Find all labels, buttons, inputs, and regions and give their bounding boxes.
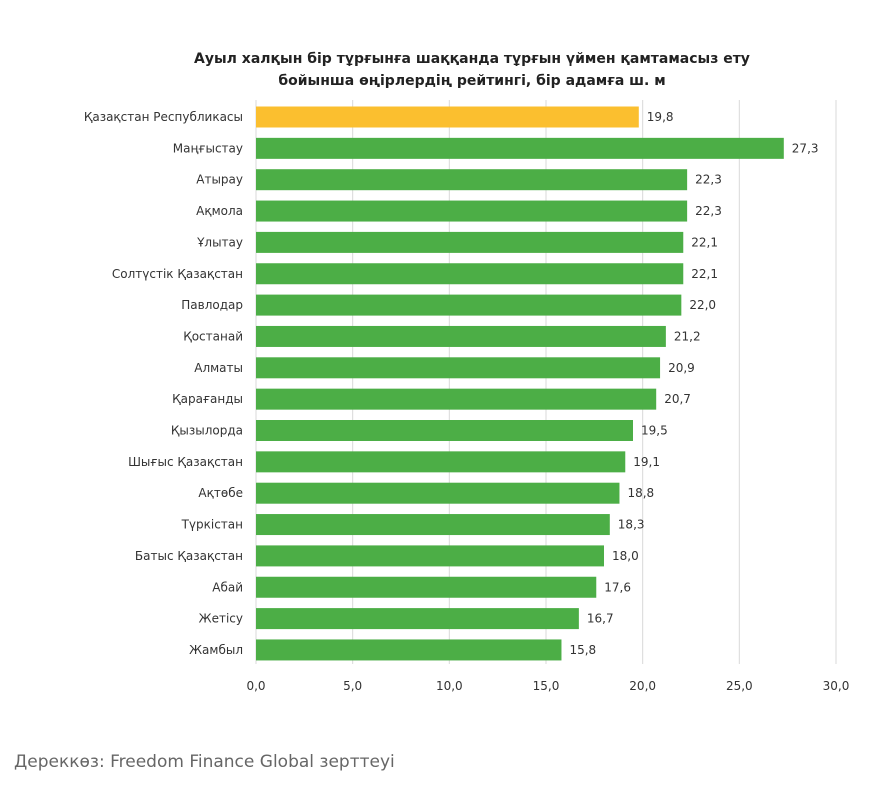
value-label: 18,8 [627, 486, 654, 500]
value-label: 22,3 [695, 204, 722, 218]
x-axis-ticks: 0,0 5,0 10,0 15,0 20,0 25,0 30,0 [246, 679, 849, 693]
bar [256, 200, 688, 222]
category-label: Қарағанды [172, 392, 243, 406]
category-label: Солтүстік Қазақстан [112, 267, 243, 281]
source-note: Дереккөз: Freedom Finance Global зерттеу… [14, 752, 395, 772]
bar [256, 357, 661, 379]
bars [256, 106, 784, 661]
chart-title: Ауыл халқын бір тұрғынға шаққанда тұрғын… [194, 51, 750, 89]
bar [256, 231, 684, 253]
category-label: Жамбыл [189, 643, 243, 657]
bar [256, 420, 633, 441]
category-label: Жетісу [199, 612, 243, 626]
bar [256, 325, 666, 347]
x-tick-label: 25,0 [726, 679, 753, 693]
chart-title-line-1: Ауыл халқын бір тұрғынға шаққанда тұрғын… [194, 51, 750, 67]
value-label: 27,3 [792, 141, 819, 155]
bar [256, 514, 610, 536]
bar [256, 639, 562, 661]
value-label: 22,3 [695, 173, 722, 187]
bar [256, 294, 682, 316]
value-label: 18,0 [612, 549, 639, 563]
category-label: Павлодар [181, 298, 243, 312]
x-tick-label: 15,0 [533, 679, 560, 693]
x-tick-label: 5,0 [343, 679, 362, 693]
bar [256, 451, 626, 473]
category-label: Қазақстан Республикасы [84, 110, 243, 124]
value-label: 22,1 [691, 267, 718, 281]
x-tick-label: 10,0 [436, 679, 463, 693]
bar [256, 263, 684, 285]
bar [256, 482, 620, 504]
bar [256, 608, 579, 630]
category-label: Батыс Қазақстан [135, 549, 243, 563]
value-label: 20,9 [668, 361, 695, 375]
value-label: 20,7 [664, 392, 691, 406]
value-label: 21,2 [674, 329, 701, 343]
value-label: 19,8 [647, 110, 674, 124]
bar [256, 388, 657, 410]
bar-chart: Ауыл халқын бір тұрғынға шаққанда тұрғын… [84, 51, 850, 693]
value-label: 17,6 [604, 580, 631, 594]
bar [256, 545, 604, 567]
x-tick-label: 20,0 [629, 679, 656, 693]
category-label: Шығыс Қазақстан [128, 455, 243, 469]
value-label: 15,8 [569, 643, 596, 657]
chart-title-line-2: бойынша өңірлердің рейтингі, бір адамға … [278, 73, 665, 89]
category-labels: Қазақстан Республикасы Маңғыстау Атырау Ақм… [84, 110, 243, 657]
category-label: Ұлытау [196, 235, 243, 249]
bar [256, 137, 784, 159]
bar [256, 576, 597, 598]
bar [256, 169, 688, 191]
value-label: 16,7 [587, 612, 614, 626]
category-label: Қызылорда [171, 424, 243, 438]
category-label: Қостанай [183, 329, 243, 343]
category-label: Ақмола [196, 204, 243, 218]
category-label: Ақтөбе [198, 486, 243, 500]
grid [255, 100, 837, 664]
x-tick-label: 30,0 [823, 679, 850, 693]
category-label: Түркістан [181, 518, 243, 532]
value-label: 19,1 [633, 455, 660, 469]
bar [256, 106, 639, 128]
value-label: 22,1 [691, 235, 718, 249]
x-tick-label: 0,0 [246, 679, 265, 693]
value-label: 19,5 [641, 424, 668, 438]
category-label: Атырау [196, 173, 243, 187]
category-label: Абай [212, 580, 243, 594]
category-label: Алматы [194, 361, 243, 375]
value-labels: 19,8 27,3 22,3 22,3 22,1 22,1 22,0 21,2 20,9 20,7… [569, 110, 818, 657]
category-label: Маңғыстау [173, 141, 243, 155]
value-label: 22,0 [689, 298, 716, 312]
value-label: 18,3 [618, 518, 645, 532]
